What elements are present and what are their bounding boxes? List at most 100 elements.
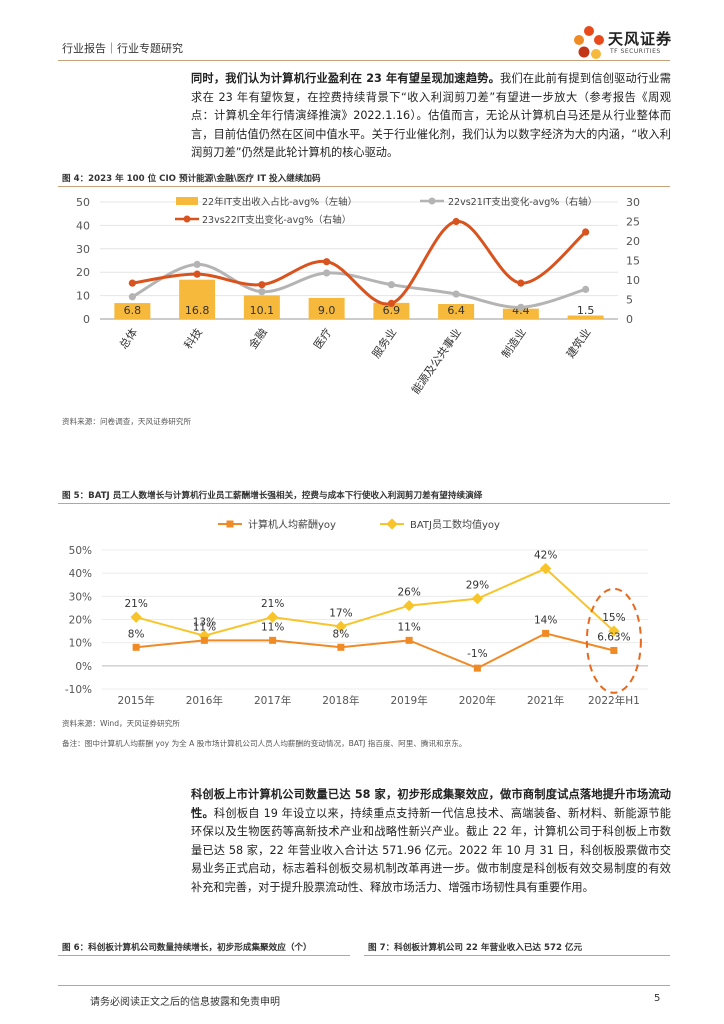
bar-value-label: 9.0 [318,304,336,317]
legend-swatch-bar [176,197,198,205]
batj-value-label: 21% [124,598,147,610]
y-left-tick: 20 [76,266,90,279]
figure5-source: 资料来源：Wind，天风证券研究所 [62,719,180,728]
bar-value-label: 1.5 [577,304,595,317]
figure6-title-rule [58,955,350,956]
figure5-title-rule [58,503,670,504]
salary-value-label: 14% [534,614,557,626]
x-category-label: 2016年 [186,694,223,707]
x-category-label: 2019年 [391,694,428,707]
y-left-tick: 50 [76,196,90,209]
x-category-label: 制造业 [498,325,528,360]
y-right-tick: 30 [626,196,640,209]
y-tick: 30% [69,591,92,603]
batj-point [130,611,142,623]
figure7-title: 图 7：科创板计算机公司 22 年营业收入已达 572 亿元 [368,943,583,953]
orange-line-point [517,279,525,287]
x-category-label: 2017年 [254,694,291,707]
y-left-tick: 10 [76,290,90,303]
batj-series-line [135,567,615,637]
salary-point [610,646,618,654]
orange-line-point [582,228,590,236]
batj-value-label: 17% [329,607,352,619]
bar [502,308,539,319]
y-tick: 50% [69,545,92,557]
x-category-label: 2018年 [322,694,359,707]
intro-lead: 同时，我们认为计算机行业盈利在 23 年有望呈现加速趋势。 [191,72,501,85]
salary-value-label: 11% [261,621,284,633]
bar-value-label: 6.9 [383,304,401,317]
legend-marker-salary [226,520,234,528]
legend-marker-line2 [183,215,191,223]
salary-value-label: 8% [333,628,350,640]
intro-paragraph: 同时，我们认为计算机行业盈利在 23 年有望呈现加速趋势。我们在此前有提到信创驱… [191,70,671,163]
batj-value-label: 26% [397,587,420,599]
y-tick: 10% [69,638,92,650]
star-market-body: 科创板自 19 年设立以来，持续重点支持新一代信息技术、高端装备、新材料、新能源… [191,806,671,894]
salary-point [542,629,550,637]
y-tick: 40% [69,568,92,580]
legend-label-line2: 23vs22IT支出变化-avg%（右轴） [202,214,351,226]
batj-value-label: 29% [466,580,489,592]
bar [243,295,280,319]
logo-subtitle: TF SECURITIES [610,48,661,55]
orange-line-point [193,270,201,278]
orange-line-series [132,219,587,306]
y-right-tick: 15 [626,255,640,268]
figure5-title: 图 5：BATJ 员工人数增长与计算机行业员工薪酬增长强相关，控费与成本下行使收… [62,491,483,501]
report-section-label: 行业报告｜行业专题研究 [62,42,183,55]
batj-value-label: 21% [261,598,284,610]
figure7-title-rule [364,955,670,956]
x-category-label: 2020年 [459,694,496,707]
legend-marker-line1 [428,197,436,205]
footer-rule [58,985,670,986]
highlight-ring [585,587,642,694]
footer-disclaimer: 请务必阅读正文之后的信息披露和免责申明 [90,997,280,1008]
bar [179,279,216,319]
batj-value-label: 15% [602,612,625,624]
x-category-label: 金融 [246,325,270,351]
gray-line-point [582,285,590,293]
bar-value-label: 10.1 [250,304,275,317]
bar [438,304,475,319]
gray-line-point [517,303,525,311]
x-category-label: 建筑业 [563,325,593,360]
figure5-chart: 50% 40% 30% 20% 10% 0% -10% 2015年 2016年 2017年 201… [65,518,648,707]
salary-point [132,643,140,651]
logo-wordmark: 天风证券 [608,30,673,48]
salary-value-label: 11% [397,621,420,633]
bar [373,302,410,319]
intro-body: 我们在此前有提到信创驱动行业需求在 23 年有望恢复，在控费持续背景下“收入利润… [191,72,671,160]
bar-value-label: 6.8 [124,304,142,317]
star-market-lead: 科创板上市计算机公司数量已达 58 家，初步形成集聚效应，做市商制度试点落地提升… [191,788,671,820]
figure4-title-rule [58,186,670,187]
gray-line-point [258,288,266,296]
y-right-tick: 0 [626,313,633,326]
bar [114,303,151,319]
x-category-label: 科技 [181,325,205,351]
tf-logo-icon [574,26,604,59]
salary-value-label: 8% [128,628,145,640]
orange-line-point [128,279,136,287]
x-category-label: 2022年H1 [588,694,640,707]
bar [308,297,345,319]
y-left-tick: 30 [76,243,90,256]
x-category-label: 医疗 [310,325,334,351]
gray-line-point [452,290,460,298]
legend-label-bar: 22年IT支出收入占比-avg%（左轴） [202,196,357,208]
x-category-label: 2015年 [118,694,155,707]
star-market-paragraph: 科创板上市计算机公司数量已达 58 家，初步形成集聚效应，做市商制度试点落地提升… [191,786,671,898]
gray-line-point [323,269,331,277]
legend-label-line1: 22vs21IT支出变化-avg%（右轴） [448,196,597,208]
legend-label-salary: 计算机人均薪酬yoy [248,518,336,531]
y-left-tick: 40 [76,219,90,232]
salary-value-label: 11% [193,621,216,633]
batj-value-label: 42% [534,550,557,562]
batj-value-label: 13% [193,617,216,629]
salary-point [405,636,413,644]
salary-point [269,636,277,644]
y-right-tick: 5 [626,294,633,307]
y-tick: -10% [65,684,92,696]
bar-value-label: 16.8 [185,304,210,317]
